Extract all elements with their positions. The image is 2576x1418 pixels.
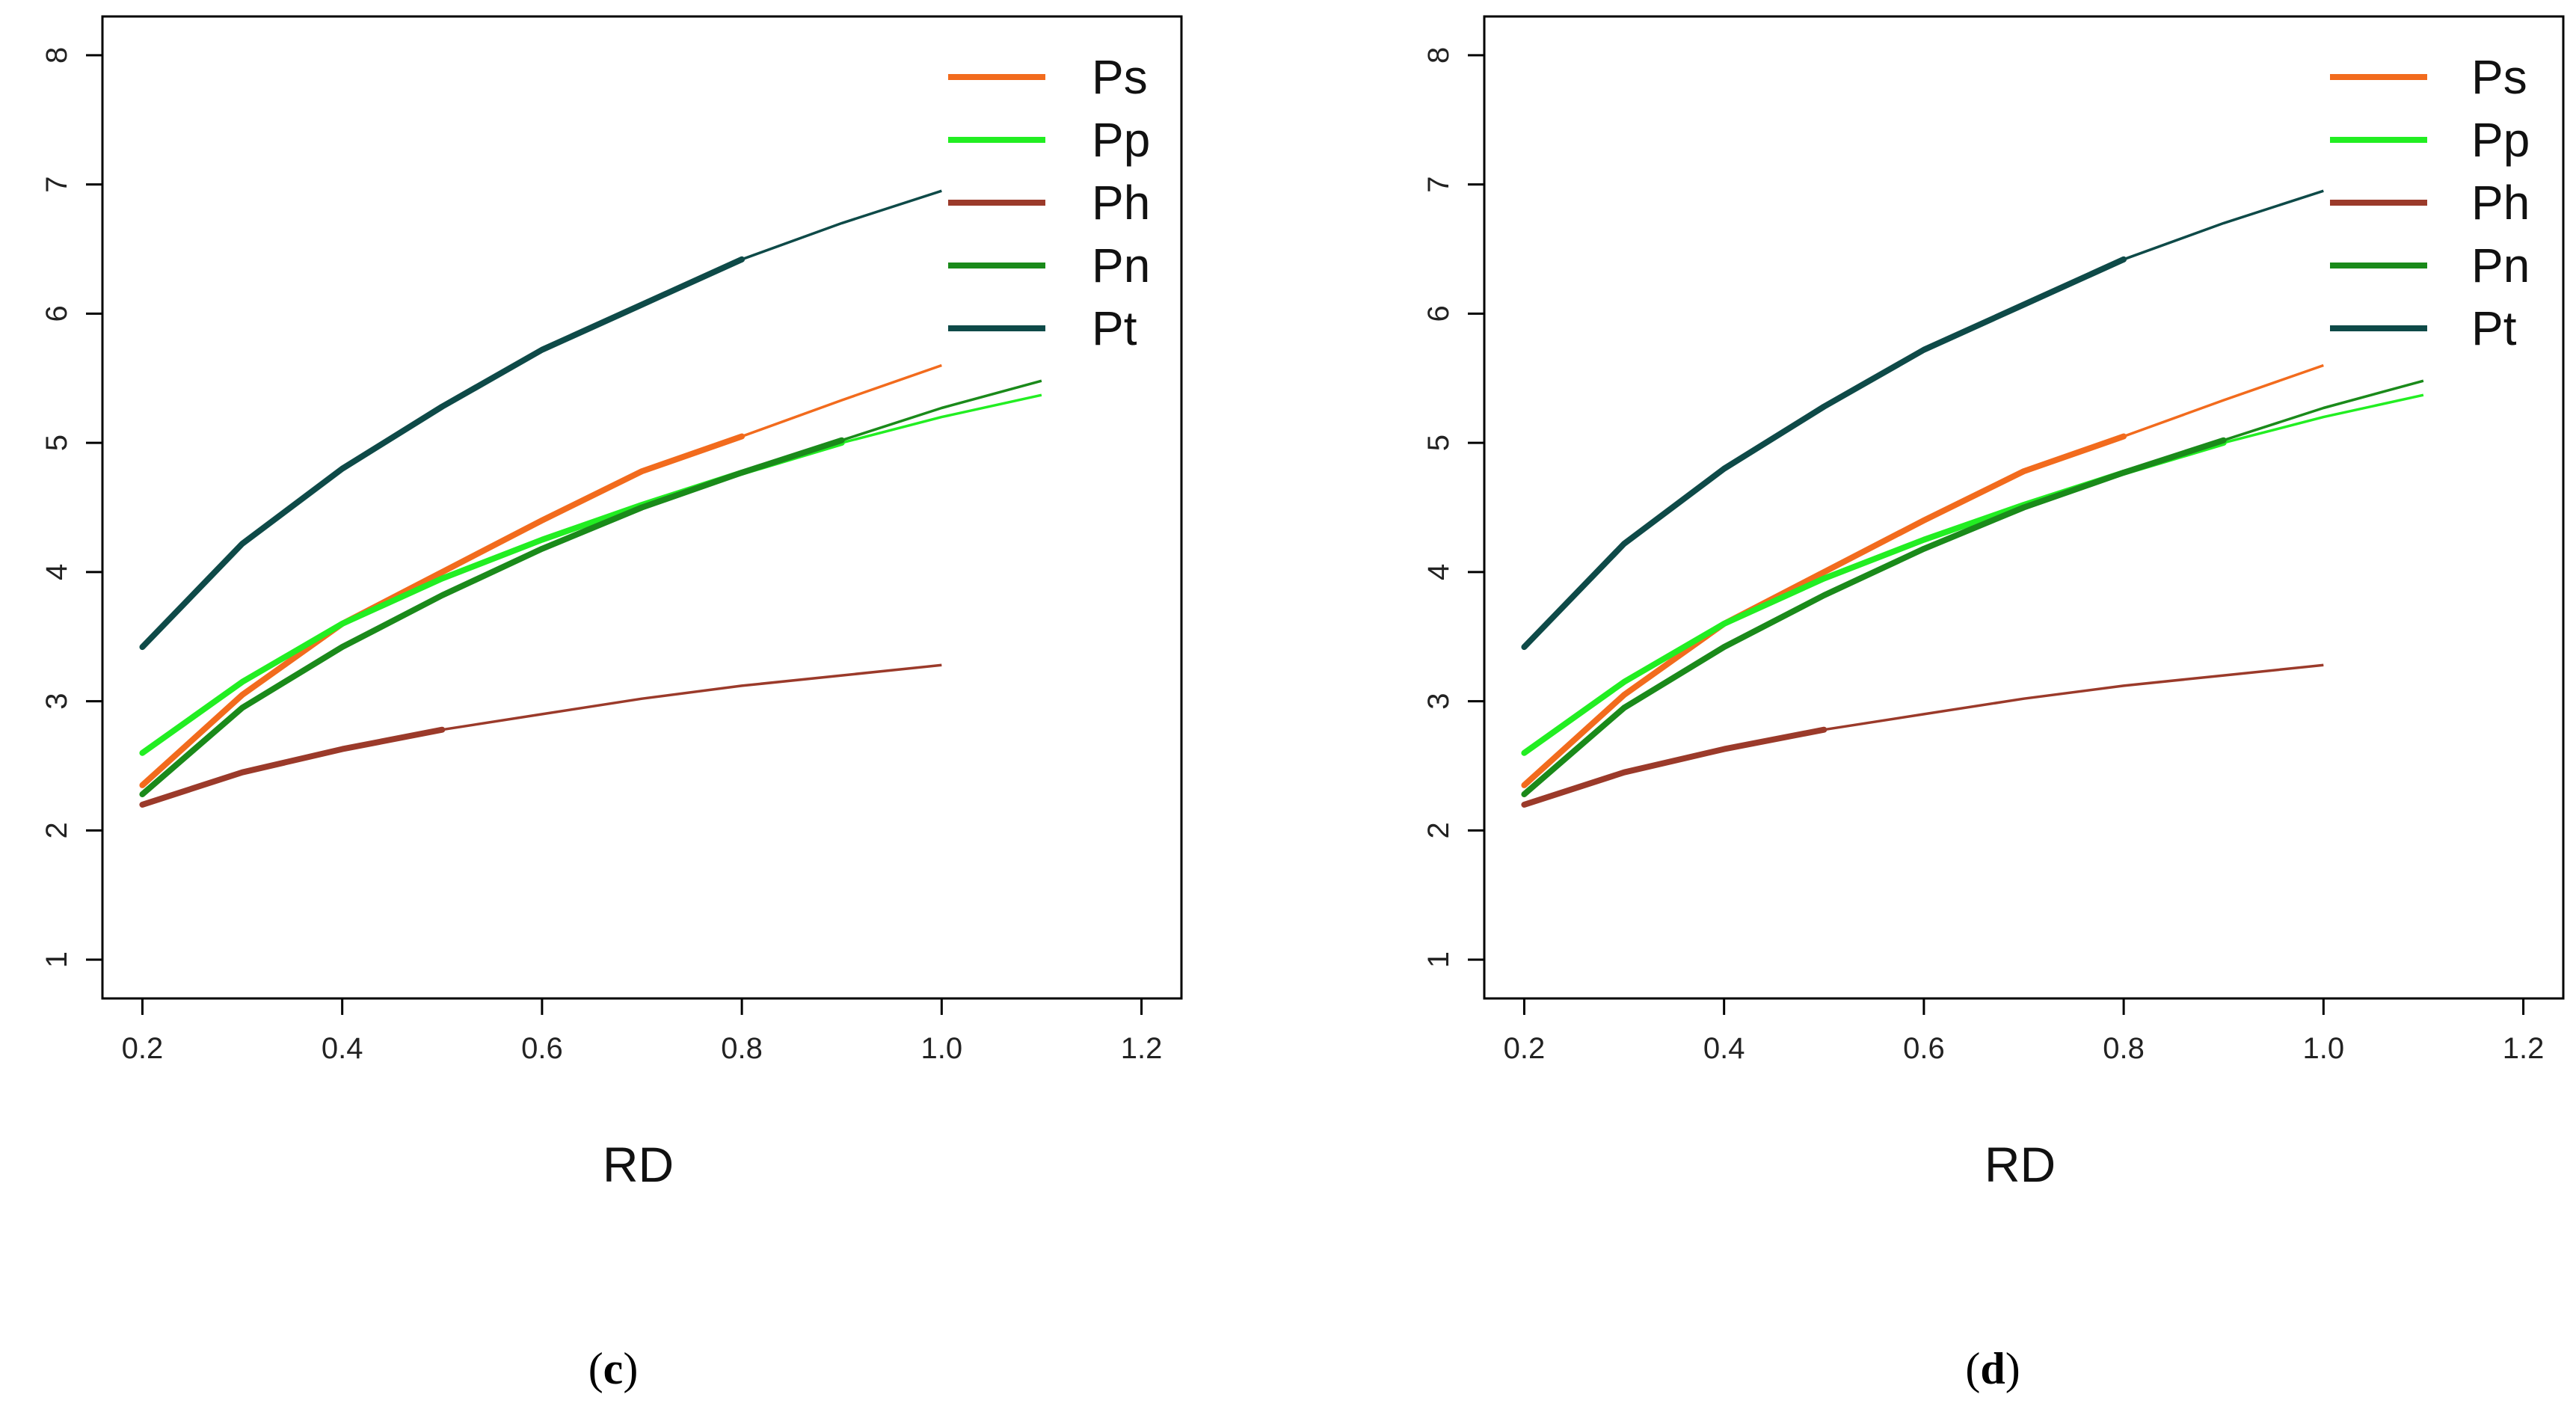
series-line-pp-extension [2223,393,2424,444]
y-tick-label: 2 [40,822,73,838]
x-tick-label: 0.8 [721,1032,763,1065]
x-tick-label: 0.2 [122,1032,164,1065]
legend-label-pn: Pn [2471,239,2530,292]
legend-label-pp: Pp [2471,113,2530,167]
caption-open-paren: ( [1965,1344,1980,1393]
caption-letter: c [603,1344,624,1393]
series-line-pp-extension [841,393,1042,444]
caption-close-paren: ) [623,1344,638,1393]
x-tick-label: 1.2 [2503,1032,2545,1065]
legend-label-pp: Pp [1092,113,1150,167]
series-line-pn [1521,437,2227,797]
x-tick-label: 0.8 [2103,1032,2145,1065]
legend-label-ps: Ps [1092,50,1148,104]
panel-c: 0.2 0.4 0.6 0.8 1.0 1.2 1 2 3 4 5 6 7 8 RD Ps Pp Ph Pn Pt (c… [40,15,1183,1393]
series-line-ph [1521,726,1828,808]
y-tick-label: 7 [1422,176,1455,192]
legend-label-pt: Pt [2471,301,2517,355]
y-tick-label: 8 [40,47,73,64]
series-line-pt-extension [2123,189,2324,261]
x-tick-label: 1.0 [921,1032,963,1065]
legend-label-ph: Ph [1092,176,1150,230]
x-tick-label: 0.4 [1703,1032,1745,1065]
panel-d: 0.2 0.4 0.6 0.8 1.0 1.2 1 2 3 4 5 6 7 8 RD Ps Pp Ph Pn Pt (d… [1422,15,2565,1393]
x-tick-label: 0.6 [1903,1032,1945,1065]
y-tick-label: 5 [40,435,73,451]
y-tick-label: 1 [40,951,73,968]
series-line-ph-extension [1824,663,2324,731]
series-line-pn-extension [841,379,1042,442]
plot-frame [1483,15,2565,1000]
y-tick-label: 2 [1422,822,1455,838]
y-tick-label: 4 [1422,564,1455,580]
x-tick-label: 1.0 [2303,1032,2345,1065]
series-line-pn [139,437,845,797]
y-tick-label: 6 [40,305,73,322]
x-tick-label: 0.6 [521,1032,563,1065]
series-line-ps [139,433,746,788]
caption-close-paren: ) [2005,1344,2020,1393]
series-line-ps-extension [741,363,942,438]
y-tick-label: 1 [1422,951,1455,968]
series-line-pt [139,256,746,651]
series-line-ph-extension [442,663,942,731]
y-tick-label: 3 [40,693,73,710]
series-line-ph [139,726,446,808]
y-tick-label: 5 [1422,435,1455,451]
panel-caption: (c) [588,1344,639,1393]
series-line-ps-extension [2123,363,2324,438]
legend-label-ph: Ph [2471,176,2530,230]
legend-label-ps: Ps [2471,50,2527,104]
caption-letter: d [1980,1344,2005,1393]
y-tick-label: 6 [1422,305,1455,322]
y-tick-label: 3 [1422,693,1455,710]
legend-label-pn: Pn [1092,239,1150,292]
x-axis-label: RD [603,1137,674,1192]
series-line-ps [1521,433,2127,788]
x-tick-label: 0.2 [1504,1032,1546,1065]
y-tick-label: 4 [40,564,73,580]
panel-caption: (d) [1965,1344,2020,1393]
series-line-pt-extension [741,189,942,261]
plot-frame [101,15,1183,1000]
series-line-pn-extension [2223,379,2424,442]
x-axis-label: RD [1985,1137,2056,1192]
series-line-pt [1521,256,2127,651]
caption-open-paren: ( [588,1344,603,1393]
x-tick-label: 1.2 [1121,1032,1163,1065]
legend-label-pt: Pt [1092,301,1137,355]
x-tick-label: 0.4 [322,1032,363,1065]
y-tick-label: 8 [1422,47,1455,64]
y-tick-label: 7 [40,176,73,192]
